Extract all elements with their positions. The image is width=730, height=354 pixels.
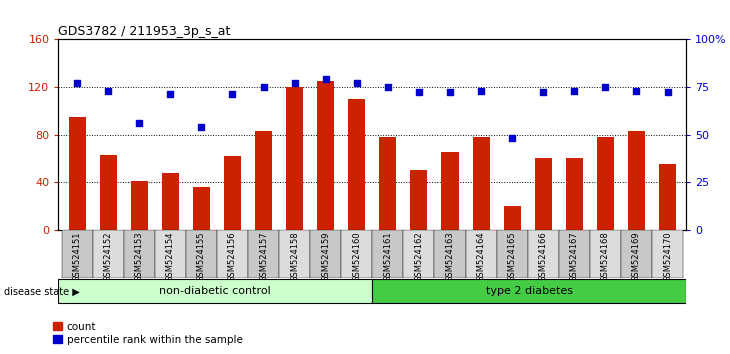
Text: GSM524156: GSM524156 [228, 232, 237, 282]
Text: non-diabetic control: non-diabetic control [159, 286, 272, 297]
Point [661, 90, 673, 95]
Text: GSM524170: GSM524170 [663, 232, 672, 282]
Point [599, 84, 611, 90]
Point [475, 88, 487, 93]
Bar [193, 187, 210, 230]
Bar [597, 137, 614, 230]
Bar [380, 137, 396, 230]
Legend: count, percentile rank within the sample: count, percentile rank within the sample [49, 317, 247, 349]
Bar [162, 173, 179, 230]
Text: GSM524159: GSM524159 [321, 232, 330, 282]
Point [164, 92, 176, 97]
Bar [496, 230, 528, 278]
Bar [558, 230, 590, 278]
Bar [123, 230, 155, 278]
Point [72, 80, 83, 86]
Text: GSM524154: GSM524154 [166, 232, 174, 282]
Bar [93, 230, 123, 278]
Point [134, 120, 145, 126]
Point [320, 76, 331, 82]
Bar [466, 230, 496, 278]
Point [382, 84, 393, 90]
Point [226, 92, 238, 97]
Bar [317, 81, 334, 230]
Text: GSM524168: GSM524168 [601, 232, 610, 282]
Text: GSM524167: GSM524167 [570, 232, 579, 282]
Bar [528, 230, 558, 278]
Bar [131, 181, 147, 230]
Text: GSM524151: GSM524151 [72, 232, 82, 282]
Bar [155, 230, 186, 278]
Text: GSM524152: GSM524152 [104, 232, 112, 282]
Point [102, 88, 114, 93]
Point [289, 80, 301, 86]
Bar [310, 230, 341, 278]
Point [196, 124, 207, 130]
Bar [224, 156, 241, 230]
Text: GDS3782 / 211953_3p_s_at: GDS3782 / 211953_3p_s_at [58, 25, 231, 38]
Bar [590, 230, 621, 278]
Point [569, 88, 580, 93]
Bar [404, 230, 434, 278]
Bar [652, 230, 683, 278]
Bar [659, 164, 676, 230]
Bar [255, 131, 272, 230]
Text: disease state ▶: disease state ▶ [4, 287, 80, 297]
Bar [621, 230, 652, 278]
Text: GSM524162: GSM524162 [415, 232, 423, 282]
Point [444, 90, 456, 95]
Point [537, 90, 549, 95]
Text: GSM524153: GSM524153 [135, 232, 144, 282]
Bar [341, 230, 372, 278]
Point [258, 84, 269, 90]
Bar [628, 131, 645, 230]
Text: GSM524165: GSM524165 [507, 232, 517, 282]
Bar [58, 279, 372, 303]
Text: GSM524160: GSM524160 [353, 232, 361, 282]
Text: GSM524164: GSM524164 [477, 232, 485, 282]
Bar [286, 87, 303, 230]
Bar [566, 159, 583, 230]
Bar [372, 230, 404, 278]
Bar [248, 230, 279, 278]
Bar [434, 230, 466, 278]
Point [507, 136, 518, 141]
Text: GSM524163: GSM524163 [445, 232, 455, 282]
Text: GSM524155: GSM524155 [197, 232, 206, 282]
Bar [186, 230, 217, 278]
Bar [61, 230, 93, 278]
Bar [504, 206, 520, 230]
Bar [348, 99, 365, 230]
Bar [279, 230, 310, 278]
Bar [410, 170, 428, 230]
Bar [472, 137, 490, 230]
Bar [99, 155, 117, 230]
Text: GSM524157: GSM524157 [259, 232, 268, 282]
Text: GSM524166: GSM524166 [539, 232, 548, 282]
Bar [217, 230, 248, 278]
Bar [442, 153, 458, 230]
Bar [69, 116, 85, 230]
Bar [534, 159, 552, 230]
Text: GSM524158: GSM524158 [290, 232, 299, 282]
Point [413, 90, 425, 95]
Text: GSM524161: GSM524161 [383, 232, 392, 282]
Text: GSM524169: GSM524169 [632, 232, 641, 282]
Bar [372, 279, 686, 303]
Point [631, 88, 642, 93]
Point [351, 80, 363, 86]
Text: type 2 diabetes: type 2 diabetes [485, 286, 573, 297]
